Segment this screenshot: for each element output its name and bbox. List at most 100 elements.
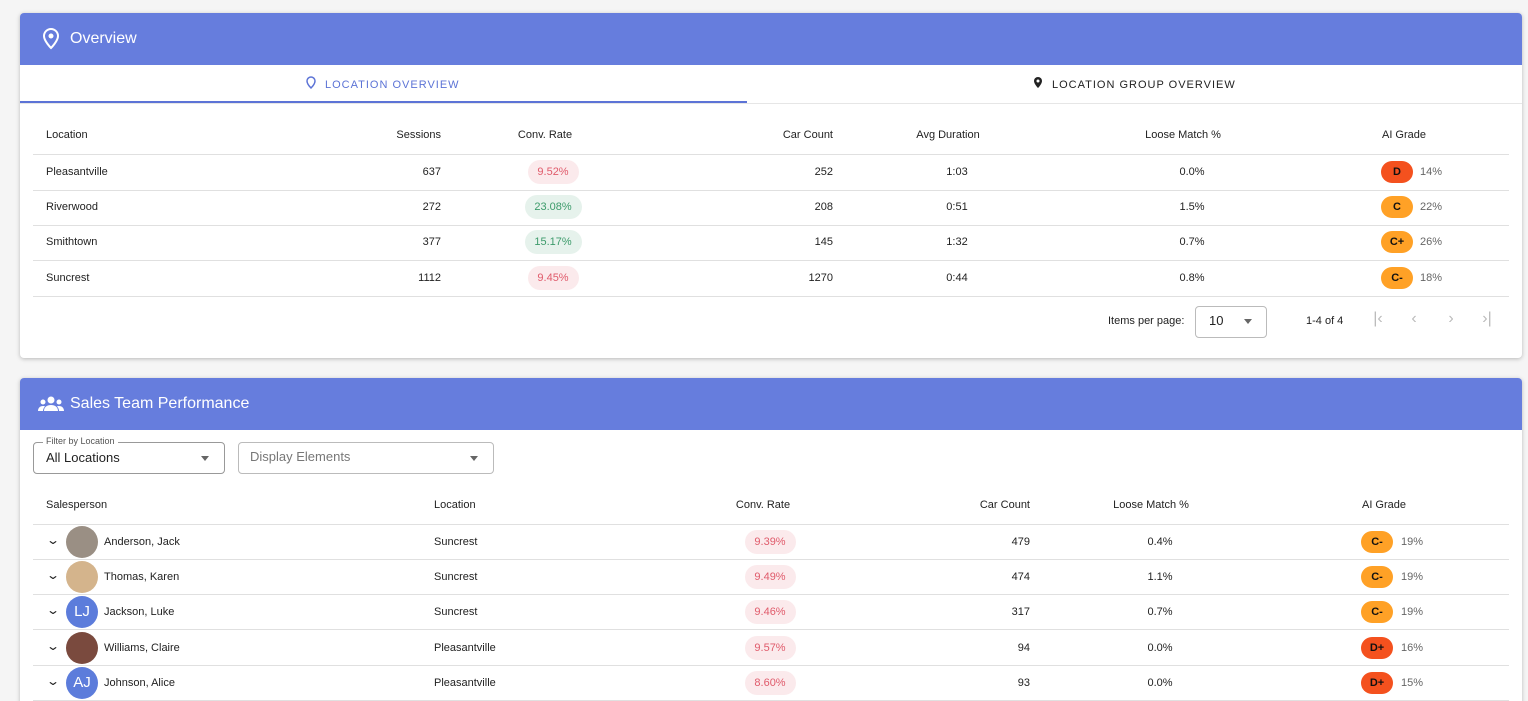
row-divider <box>33 296 1509 297</box>
avg-duration: 1:03 <box>946 166 968 178</box>
conv-rate: 23.08% <box>534 201 572 213</box>
loose-match: 0.7% <box>1147 606 1173 618</box>
pagination-button[interactable]: ‹ <box>1411 310 1417 327</box>
location-filter[interactable] <box>33 442 225 474</box>
ai-grade-pct: 16% <box>1401 642 1424 654</box>
conv-rate: 9.49% <box>754 571 786 583</box>
location: Pleasantville <box>434 642 496 654</box>
tab[interactable]: LOCATION OVERVIEW <box>325 79 460 91</box>
sessions: 377 <box>422 236 441 248</box>
salesperson-name: Thomas, Karen <box>104 571 180 583</box>
expand-toggle[interactable]: ⌄ <box>45 639 61 653</box>
location: Suncrest <box>434 536 478 548</box>
avatar <box>66 632 98 664</box>
salesperson-name: Johnson, Alice <box>104 677 175 689</box>
car-count: 145 <box>814 236 833 248</box>
conv-rate: 8.60% <box>754 677 786 689</box>
car-count: 317 <box>1011 606 1030 618</box>
row-divider <box>33 559 1509 560</box>
items-per-page-select[interactable] <box>1195 306 1267 338</box>
row-divider <box>33 594 1509 595</box>
conv-rate: 15.17% <box>534 236 572 248</box>
pagination-button[interactable]: ›| <box>1482 310 1492 327</box>
ai-grade-badge: D+ <box>1361 637 1393 659</box>
avatar: AJ <box>66 667 98 699</box>
loose-match: 0.7% <box>1179 236 1205 248</box>
ai-grade-pct: 26% <box>1420 236 1443 248</box>
car-count: 1270 <box>808 272 833 284</box>
pagination-button[interactable]: › <box>1448 310 1454 327</box>
ai-grade-pct: 22% <box>1420 201 1443 213</box>
tab-indicator <box>20 101 747 103</box>
column-header: Car Count <box>782 129 833 141</box>
location: Suncrest <box>46 272 90 284</box>
pagination-button[interactable]: |‹ <box>1373 310 1383 327</box>
location: Pleasantville <box>46 166 108 178</box>
ai-grade-pct: 15% <box>1401 677 1424 689</box>
ai-grade-badge: D+ <box>1361 672 1393 694</box>
avatar: LJ <box>66 596 98 628</box>
loose-match: 1.1% <box>1147 571 1173 583</box>
expand-toggle[interactable]: ⌄ <box>45 674 61 688</box>
ai-grade-badge: C- <box>1381 267 1413 289</box>
ai-grade-pct: 18% <box>1420 272 1443 284</box>
ai-grade-badge: C- <box>1361 601 1393 623</box>
location: Suncrest <box>434 571 478 583</box>
dropdown-arrow <box>1244 319 1252 324</box>
sessions: 272 <box>422 201 441 213</box>
avg-duration: 1:32 <box>946 236 968 248</box>
items-per-page-value: 10 <box>1209 313 1224 328</box>
column-header: Loose Match % <box>1113 499 1189 511</box>
ai-grade-pct: 19% <box>1401 536 1424 548</box>
display-elements-select[interactable] <box>238 442 494 474</box>
row-divider <box>33 260 1509 261</box>
expand-toggle[interactable]: ⌄ <box>45 603 61 617</box>
conv-rate-pill <box>527 160 579 184</box>
overview-card: Overview LOCATION OVERVIEW LOCATION GROU… <box>20 13 1522 358</box>
car-count: 93 <box>1017 677 1030 689</box>
location: Suncrest <box>434 606 478 618</box>
team-icon <box>38 396 64 411</box>
select-placeholder: Display Elements <box>250 449 351 464</box>
column-header: Car Count <box>979 499 1030 511</box>
column-header: Location <box>46 129 88 141</box>
card-title: Overview <box>70 30 137 47</box>
conv-rate-pill <box>744 600 796 624</box>
ai-grade-badge: C+ <box>1381 231 1413 253</box>
row-divider <box>33 225 1509 226</box>
expand-toggle[interactable]: ⌄ <box>45 533 61 547</box>
conv-rate-pill <box>744 530 796 554</box>
tab[interactable]: LOCATION GROUP OVERVIEW <box>1052 79 1236 91</box>
items-per-page-label: Items per page: <box>1108 315 1185 327</box>
conv-rate-pill <box>527 266 579 290</box>
row-divider <box>33 154 1509 155</box>
loose-match: 0.0% <box>1147 677 1173 689</box>
row-divider <box>33 190 1509 191</box>
column-header: Salesperson <box>46 499 108 511</box>
ai-grade-badge: C- <box>1361 566 1393 588</box>
conv-rate: 9.45% <box>537 272 569 284</box>
column-header: Sessions <box>396 129 441 141</box>
conv-rate: 9.46% <box>754 606 786 618</box>
conv-rate-pill <box>524 230 582 254</box>
salesperson-name: Anderson, Jack <box>104 536 180 548</box>
salesperson-name: Jackson, Luke <box>104 606 175 618</box>
avatar <box>66 561 98 593</box>
conv-rate-pill <box>744 636 796 660</box>
conv-rate: 9.57% <box>754 642 786 654</box>
conv-rate-pill <box>744 565 796 589</box>
ai-grade-pct: 19% <box>1401 606 1424 618</box>
tab-icon <box>306 76 316 90</box>
avatar <box>66 526 98 558</box>
pagination-range: 1-4 of 4 <box>1306 315 1344 327</box>
ai-grade-pct: 19% <box>1401 571 1424 583</box>
conv-rate: 9.39% <box>754 536 786 548</box>
expand-toggle[interactable]: ⌄ <box>45 568 61 582</box>
card-title: Sales Team Performance <box>70 395 250 412</box>
ai-grade-badge: C <box>1381 196 1413 218</box>
loose-match: 0.0% <box>1179 166 1205 178</box>
location: Pleasantville <box>434 677 496 689</box>
tab-divider <box>20 103 1522 104</box>
column-header: Conv. Rate <box>735 499 791 511</box>
